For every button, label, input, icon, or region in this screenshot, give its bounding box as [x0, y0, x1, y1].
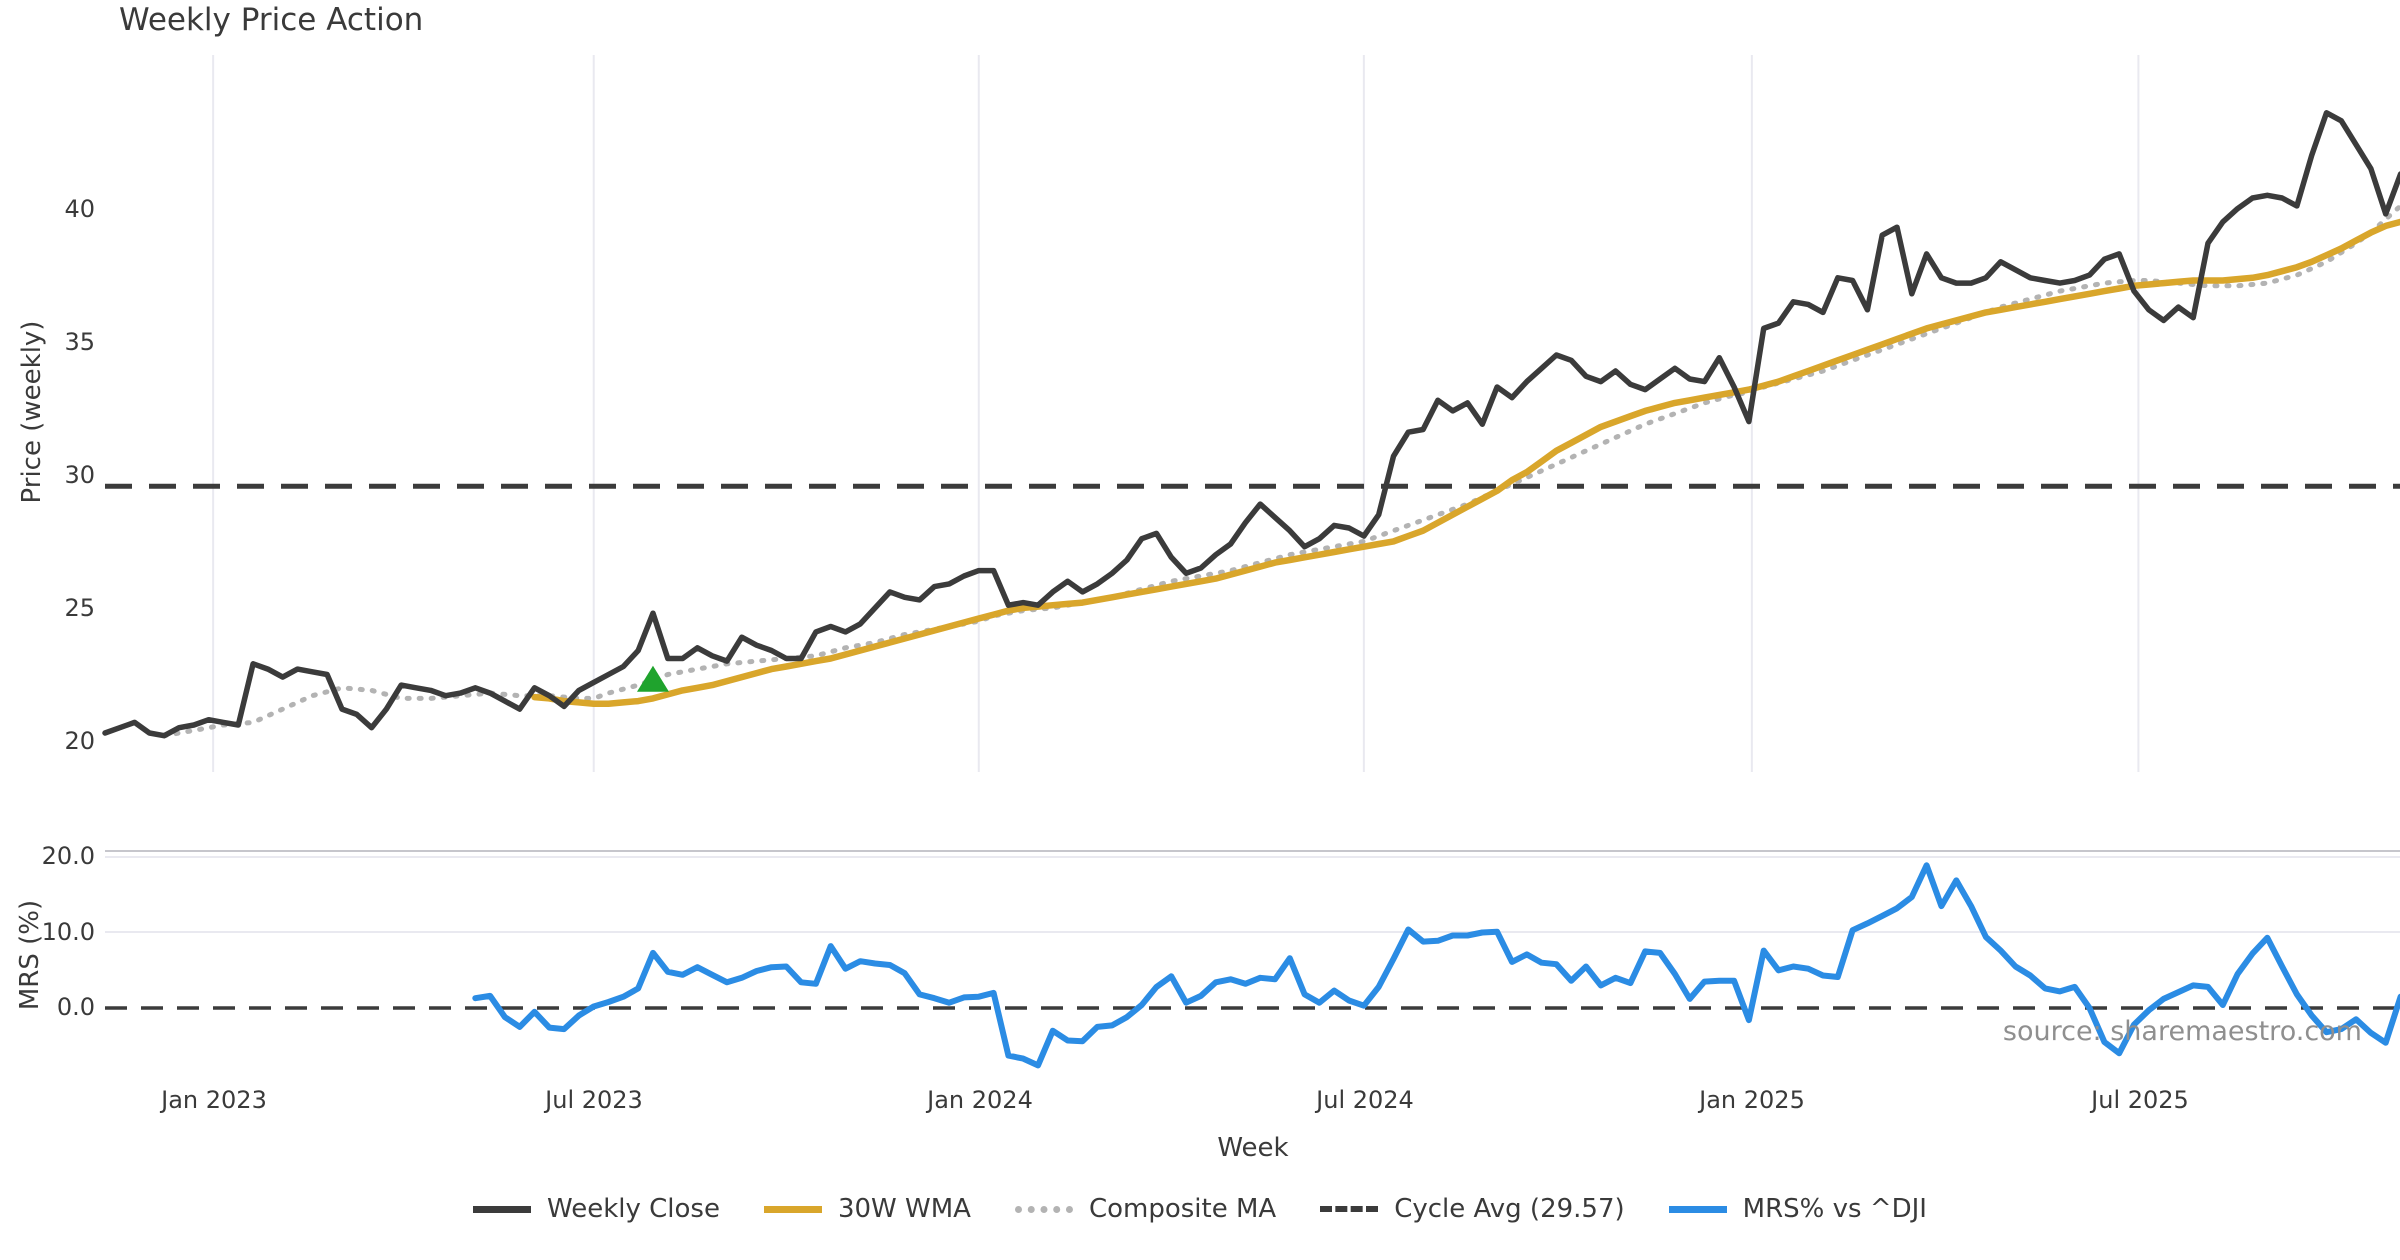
xtick-jul-2023: Jul 2023	[545, 1086, 643, 1114]
price-ytick-30: 30	[64, 461, 95, 489]
xtick-jan-2025: Jan 2025	[1699, 1086, 1805, 1114]
weekly-close-line	[102, 110, 2400, 739]
price-ytick-40: 40	[64, 195, 95, 223]
mrs-ytick-20: 20.0	[41, 842, 95, 870]
legend-item-cycle-avg: Cycle Avg (29.57)	[1320, 1194, 1625, 1224]
xtick-jan-2023: Jan 2023	[161, 1086, 267, 1114]
legend-item-wma: 30W WMA	[763, 1194, 971, 1224]
legend-item-weekly-close: Weekly Close	[473, 1194, 720, 1224]
mrs-ytick-10: 10.0	[41, 918, 95, 946]
weekly-close-swatch-icon	[473, 1205, 532, 1213]
legend-label: Weekly Close	[547, 1194, 720, 1224]
xtick-jul-2025: Jul 2025	[2091, 1086, 2189, 1114]
cycle-avg-swatch-icon	[1320, 1206, 1379, 1212]
mrs-line	[472, 862, 2400, 1069]
legend-item-composite: Composite MA	[1014, 1194, 1277, 1224]
wma-swatch-icon	[763, 1205, 822, 1213]
price-axis-label: Price (weekly)	[17, 320, 47, 504]
mrs-swatch-icon	[1668, 1205, 1727, 1213]
legend-label: Cycle Avg (29.57)	[1394, 1194, 1625, 1224]
chart-title: Weekly Price Action	[119, 2, 424, 38]
legend-label: MRS% vs ^DJI	[1742, 1194, 1927, 1224]
buy-signal-triangle-icon	[636, 665, 669, 692]
price-ytick-25: 25	[64, 594, 95, 622]
x-axis-label: Week	[1217, 1133, 1289, 1163]
composite-ma-line	[161, 203, 2400, 739]
price-ytick-20: 20	[64, 727, 95, 755]
legend-label: 30W WMA	[837, 1194, 971, 1224]
price-ytick-35: 35	[64, 328, 95, 356]
legend-item-mrs: MRS% vs ^DJI	[1668, 1194, 1927, 1224]
xtick-jul-2024: Jul 2024	[1316, 1086, 1414, 1114]
legend: Weekly Close 30W WMA Composite MA Cycle …	[0, 1194, 2400, 1224]
composite-swatch-icon	[1014, 1205, 1073, 1213]
legend-label: Composite MA	[1088, 1194, 1277, 1224]
mrs-ytick-0: 0.0	[56, 993, 95, 1021]
wma-30w-line	[531, 218, 2400, 707]
xtick-jan-2024: Jan 2024	[927, 1086, 1033, 1114]
mrs-axis-label: MRS (%)	[15, 899, 45, 1011]
source-watermark: source: sharemaestro.com	[2002, 1016, 2362, 1047]
